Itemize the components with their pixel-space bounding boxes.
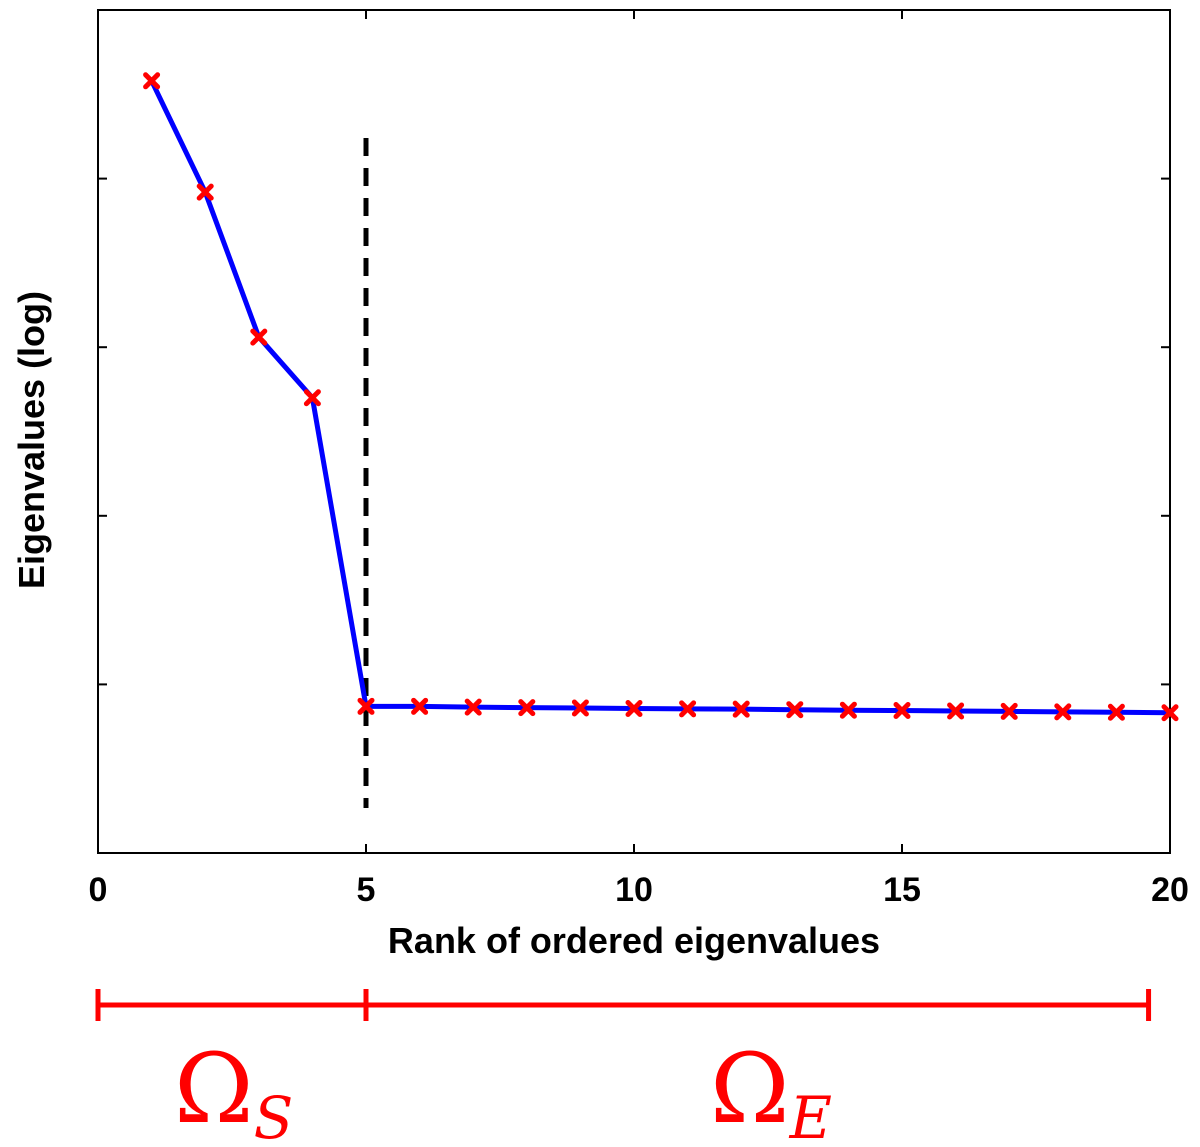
marker-stroke bbox=[571, 699, 589, 717]
data-point bbox=[571, 699, 589, 717]
data-point bbox=[464, 698, 482, 716]
x-tick-label: 20 bbox=[1151, 871, 1189, 909]
marker-stroke bbox=[1107, 703, 1125, 721]
data-point bbox=[143, 72, 161, 90]
marker-stroke bbox=[196, 183, 214, 201]
marker-stroke bbox=[1000, 702, 1018, 720]
marker-stroke bbox=[786, 701, 804, 719]
regions: ΩS ΩE bbox=[95, 989, 1152, 1147]
data-point bbox=[196, 183, 214, 201]
marker-stroke bbox=[303, 389, 321, 407]
data-point bbox=[1161, 704, 1179, 722]
marker-stroke bbox=[732, 700, 750, 718]
x-ticks: 0 5 10 15 20 bbox=[89, 10, 1189, 909]
marker-stroke bbox=[893, 702, 911, 720]
data-point bbox=[411, 697, 429, 715]
data-point bbox=[625, 700, 643, 718]
data-point bbox=[303, 389, 321, 407]
omega-subscript: E bbox=[789, 1084, 832, 1142]
markers bbox=[143, 72, 1179, 722]
marker-stroke bbox=[518, 699, 536, 717]
data-point bbox=[839, 701, 857, 719]
omega-symbol: Ω bbox=[710, 1033, 790, 1142]
data-point bbox=[679, 700, 697, 718]
data-point bbox=[1054, 703, 1072, 721]
marker-stroke bbox=[679, 700, 697, 718]
data-point bbox=[1000, 702, 1018, 720]
data-point bbox=[250, 328, 268, 346]
y-axis-title: Eigenvalues (log) bbox=[11, 291, 52, 589]
data-point bbox=[786, 701, 804, 719]
data-point bbox=[357, 697, 375, 715]
marker-stroke bbox=[143, 72, 161, 90]
region-label: ΩS bbox=[174, 1033, 293, 1142]
plot-frame bbox=[97, 9, 1171, 854]
marker-stroke bbox=[839, 701, 857, 719]
marker-stroke bbox=[411, 697, 429, 715]
data-point bbox=[1107, 703, 1125, 721]
series-line bbox=[149, 79, 1171, 716]
region-omega-s: ΩS bbox=[95, 989, 369, 1147]
x-tick-label: 0 bbox=[89, 871, 108, 909]
data-point bbox=[518, 699, 536, 717]
data-point bbox=[947, 702, 965, 720]
data-point bbox=[732, 700, 750, 718]
marker-stroke bbox=[1161, 704, 1179, 722]
marker-stroke bbox=[357, 697, 375, 715]
region-label: ΩE bbox=[710, 1033, 832, 1142]
y-ticks bbox=[98, 9, 1170, 686]
marker-stroke bbox=[464, 698, 482, 716]
marker-stroke bbox=[947, 702, 965, 720]
x-axis-title: Rank of ordered eigenvalues bbox=[388, 920, 880, 961]
data-point bbox=[893, 702, 911, 720]
marker-stroke bbox=[250, 328, 268, 346]
omega-subscript: S bbox=[254, 1084, 294, 1142]
marker-stroke bbox=[625, 700, 643, 718]
x-tick-label: 5 bbox=[357, 871, 376, 909]
omega-symbol: Ω bbox=[174, 1033, 254, 1142]
region-omega-e: ΩE bbox=[363, 989, 1152, 1147]
marker-stroke bbox=[1054, 703, 1072, 721]
x-tick-label: 10 bbox=[615, 871, 653, 909]
x-tick-label: 15 bbox=[883, 871, 921, 909]
